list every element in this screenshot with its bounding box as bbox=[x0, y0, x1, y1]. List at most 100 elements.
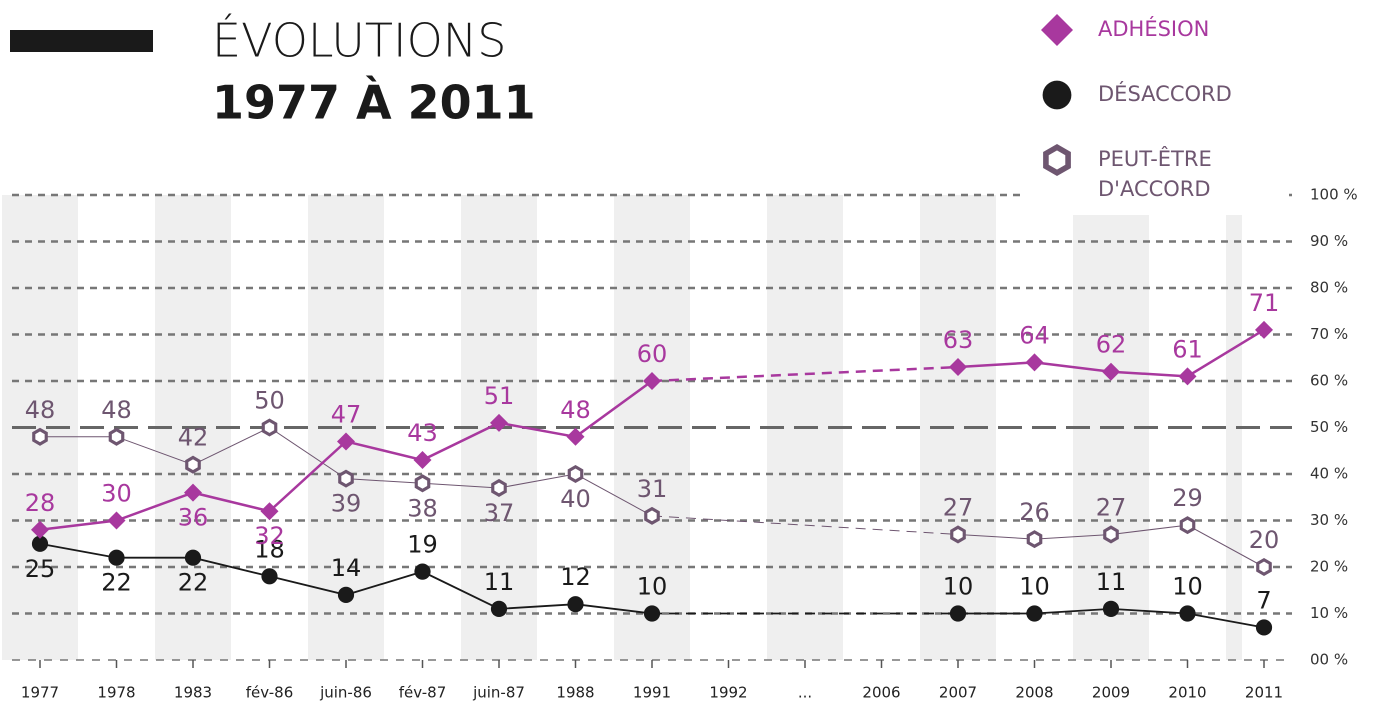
band bbox=[1226, 195, 1242, 660]
marker bbox=[337, 432, 355, 451]
marker bbox=[1102, 600, 1120, 617]
y-tick-label: 90 % bbox=[1310, 232, 1348, 250]
marker bbox=[414, 474, 431, 493]
marker bbox=[566, 427, 585, 446]
value-label: 10 bbox=[943, 573, 974, 601]
y-tick-label: 100 % bbox=[1310, 186, 1358, 204]
marker bbox=[1255, 320, 1273, 339]
marker bbox=[108, 549, 125, 566]
y-tick-label: 40 % bbox=[1310, 465, 1348, 483]
marker bbox=[184, 549, 202, 566]
value-label: 63 bbox=[943, 326, 974, 354]
legend-bg bbox=[1025, 0, 1289, 215]
chart-subtitle: 1977 À 2011 bbox=[212, 76, 536, 130]
marker bbox=[490, 413, 508, 432]
value-label: 48 bbox=[560, 396, 591, 424]
marker bbox=[567, 596, 584, 613]
value-label: 48 bbox=[101, 396, 132, 424]
legend-label: ADHÉSION bbox=[1098, 16, 1209, 41]
value-label: 22 bbox=[101, 569, 132, 597]
value-label: 10 bbox=[637, 573, 668, 601]
value-label: 39 bbox=[331, 490, 362, 518]
value-label: 40 bbox=[560, 485, 591, 513]
value-label: 31 bbox=[637, 475, 668, 503]
x-tick-label: 1983 bbox=[174, 684, 212, 702]
x-tick-label: 2011 bbox=[1245, 684, 1283, 702]
marker bbox=[643, 372, 661, 390]
x-tick-label: 2008 bbox=[1015, 684, 1053, 702]
y-tick-label: 80 % bbox=[1310, 279, 1348, 297]
gap-connector bbox=[651, 365, 959, 383]
y-tick-label: 30 % bbox=[1310, 511, 1348, 529]
marker bbox=[644, 506, 660, 525]
legend-label: DÉSACCORD bbox=[1098, 81, 1232, 106]
x-tick-label: 1992 bbox=[709, 684, 747, 702]
x-tick-label: fév-86 bbox=[246, 684, 293, 702]
marker bbox=[1179, 605, 1196, 622]
marker bbox=[107, 511, 126, 530]
marker bbox=[184, 483, 202, 502]
x-tick-label: 2009 bbox=[1092, 684, 1130, 702]
marker bbox=[1026, 605, 1043, 622]
value-label: 30 bbox=[101, 480, 132, 508]
value-label: 27 bbox=[1096, 493, 1127, 521]
value-label: 12 bbox=[560, 563, 591, 591]
y-tick-label: 20 % bbox=[1310, 558, 1348, 576]
value-label: 14 bbox=[331, 554, 362, 582]
x-tick-label: 2007 bbox=[939, 684, 977, 702]
value-label: 19 bbox=[407, 531, 438, 559]
marker bbox=[491, 478, 507, 497]
value-label: 10 bbox=[1019, 573, 1050, 601]
legend-line: D'ACCORD bbox=[1098, 177, 1211, 201]
marker bbox=[643, 605, 661, 622]
marker bbox=[1178, 367, 1197, 386]
value-label: 42 bbox=[178, 424, 209, 452]
y-tick-label: 00 % bbox=[1310, 651, 1348, 669]
y-tick-label: 10 % bbox=[1310, 604, 1348, 622]
marker bbox=[949, 605, 967, 622]
value-label: 18 bbox=[254, 535, 285, 563]
gap-connector bbox=[651, 515, 959, 535]
value-label: 27 bbox=[943, 493, 974, 521]
value-label: 48 bbox=[25, 396, 56, 424]
x-tick-label: 2006 bbox=[862, 684, 900, 702]
marker bbox=[1255, 619, 1273, 636]
marker bbox=[1102, 362, 1120, 381]
value-label: 47 bbox=[331, 400, 362, 428]
value-label: 37 bbox=[484, 499, 515, 527]
marker bbox=[1103, 525, 1119, 544]
y-tick-label: 60 % bbox=[1310, 372, 1348, 390]
y-tick-label: 70 % bbox=[1310, 325, 1348, 343]
x-tick-label: ... bbox=[798, 684, 812, 702]
value-label: 50 bbox=[254, 387, 285, 415]
x-tick-label: 1988 bbox=[556, 684, 594, 702]
value-label: 62 bbox=[1096, 331, 1127, 359]
value-label: 61 bbox=[1172, 335, 1203, 363]
marker bbox=[413, 451, 432, 470]
marker bbox=[567, 464, 584, 484]
marker bbox=[490, 600, 508, 617]
marker bbox=[950, 525, 966, 544]
legend-label: PEUT-ÊTRE D'ACCORD bbox=[1098, 146, 1218, 201]
marker bbox=[1043, 143, 1071, 177]
title-bar bbox=[10, 30, 153, 52]
value-label: 38 bbox=[407, 494, 438, 522]
value-label: 22 bbox=[178, 569, 209, 597]
x-tick-label: fév-87 bbox=[399, 684, 446, 702]
marker bbox=[414, 563, 431, 580]
value-label: 29 bbox=[1172, 484, 1203, 512]
legend-line: PEUT-ÊTRE bbox=[1098, 146, 1218, 171]
value-label: 64 bbox=[1019, 321, 1050, 349]
value-label: 28 bbox=[25, 489, 56, 517]
y-tick-label: 50 % bbox=[1310, 418, 1348, 436]
value-label: 20 bbox=[1249, 526, 1280, 554]
marker bbox=[31, 520, 49, 539]
x-tick-label: juin-87 bbox=[472, 684, 525, 702]
marker bbox=[32, 427, 48, 446]
value-label: 51 bbox=[484, 382, 515, 410]
x-tick-label: juin-86 bbox=[319, 684, 372, 702]
value-label: 43 bbox=[407, 419, 438, 447]
marker bbox=[338, 469, 354, 488]
marker bbox=[1041, 14, 1073, 46]
